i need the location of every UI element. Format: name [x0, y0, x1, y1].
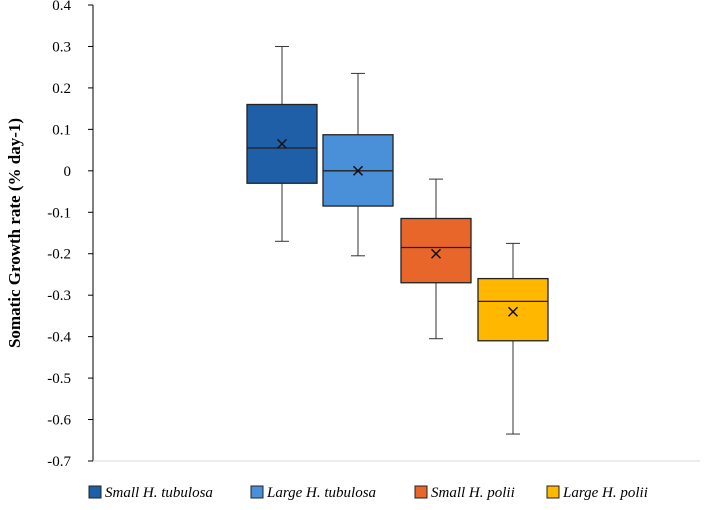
- y-tick-label: 0.3: [52, 39, 71, 55]
- mean-marker: [352, 165, 364, 176]
- legend-label: Small H. tubulosa: [105, 485, 213, 501]
- legend-label: Small H. polii: [431, 485, 515, 501]
- y-tick-label: -0.4: [47, 330, 71, 346]
- y-tick-label: 0.4: [52, 0, 71, 14]
- box-3: [400, 178, 472, 340]
- box-4: [477, 242, 549, 435]
- legend-label: Large H. tubulosa: [266, 485, 376, 501]
- y-axis: 0.4 0.3 0.2 0.1 0 -0.1 -0.2 -0.3 -0.4 -0.5 -0.6 -0.…: [47, 0, 700, 470]
- y-tick-label: -0.1: [47, 205, 71, 221]
- mean-marker: [430, 248, 442, 259]
- legend-item-2: Large H. tubulosa: [250, 485, 376, 501]
- y-axis-label: Somatic Growth rate (% day-1): [5, 118, 24, 348]
- y-tick-label: -0.6: [47, 413, 71, 429]
- mean-marker: [276, 138, 288, 149]
- y-tick-label: 0.1: [52, 122, 71, 138]
- legend-item-1: Small H. tubulosa: [88, 485, 213, 501]
- legend-item-3: Small H. polii: [414, 485, 515, 501]
- box-1: [246, 45, 318, 242]
- y-tick-label: -0.7: [47, 454, 71, 470]
- iqr-box: [477, 277, 549, 342]
- y-tick-label: -0.5: [47, 371, 71, 387]
- y-tick-label: -0.3: [47, 288, 71, 304]
- y-tick-label: 0.2: [52, 81, 71, 97]
- box-series: [246, 45, 549, 435]
- y-tick-label: 0: [64, 164, 72, 180]
- legend-item-4: Large H. polii: [546, 485, 648, 501]
- legend-swatch: [88, 485, 102, 499]
- iqr-box: [400, 217, 472, 284]
- y-tick-label: -0.2: [47, 247, 71, 263]
- legend-swatch: [250, 485, 264, 499]
- legend: Small H. tubulosa Large H. tubulosa Small …: [88, 485, 648, 501]
- legend-swatch: [414, 485, 428, 499]
- mean-marker: [507, 306, 519, 317]
- legend-label: Large H. polii: [562, 485, 648, 501]
- legend-swatch: [546, 485, 560, 499]
- box-2: [322, 72, 394, 257]
